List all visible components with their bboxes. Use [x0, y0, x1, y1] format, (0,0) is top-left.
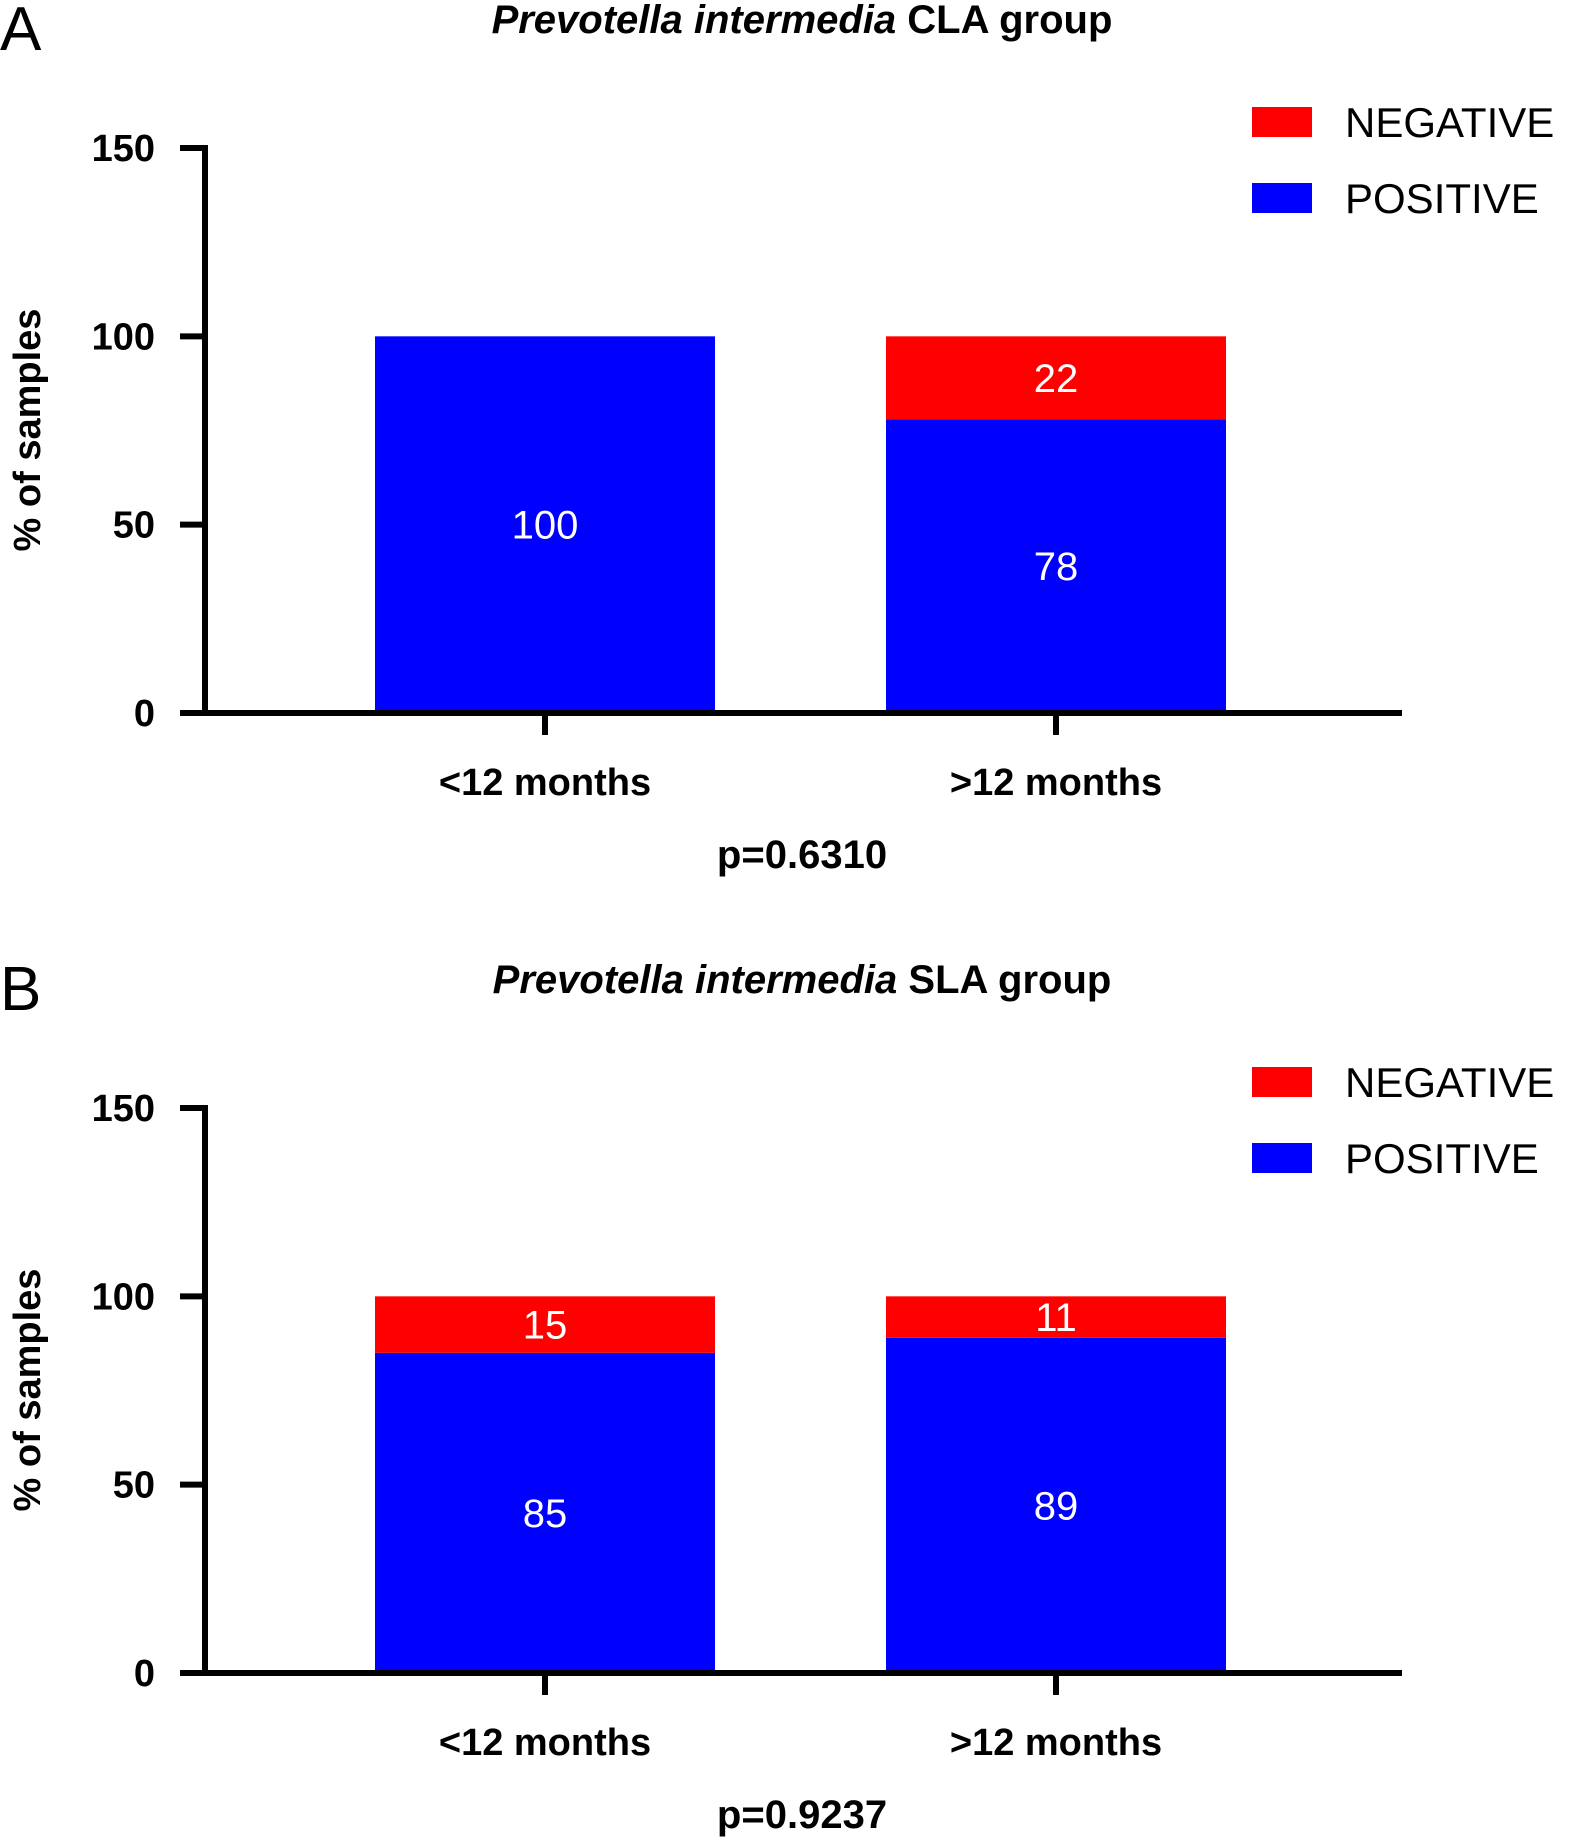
chart-title-species: Prevotella intermedia [493, 958, 898, 1002]
data-label-negative-0: 15 [523, 1304, 568, 1348]
data-label-negative-1: 11 [1035, 1296, 1077, 1340]
legend-swatch-negative [1252, 107, 1312, 137]
legend-label-negative: NEGATIVE [1345, 99, 1554, 146]
data-label-positive-0: 85 [523, 1492, 568, 1536]
bar-positive-0 [375, 1352, 715, 1673]
data-label-positive-1: 89 [1034, 1484, 1079, 1528]
x-tick-label-1: >12 months [950, 762, 1162, 804]
x-tick-label-0: <12 months [439, 1722, 651, 1764]
chart-title-group: SLA group [897, 958, 1111, 1002]
p-value: p=0.9237 [717, 1793, 887, 1837]
chart-title-species: Prevotella intermedia [492, 0, 897, 42]
y-axis-label: % of samples [7, 309, 49, 552]
bar-negative-1 [886, 1296, 1226, 1338]
y-tick-label-150: 150 [92, 128, 155, 170]
y-tick-label-0: 0 [134, 1653, 155, 1695]
legend-swatch-negative [1252, 1067, 1312, 1097]
y-axis-label: % of samples [7, 1269, 49, 1512]
data-label-negative-1: 22 [1034, 357, 1079, 401]
data-label-positive-1: 78 [1034, 545, 1079, 589]
legend-swatch-positive [1252, 183, 1312, 213]
bar-negative-1 [886, 336, 1226, 420]
panel-letter: B [0, 955, 41, 1024]
bar-negative-0 [375, 1296, 715, 1353]
chart-title-group: CLA group [896, 0, 1112, 42]
chart-panel-A: A Prevotella intermedia CLA group 100 78 22 0… [0, 0, 1554, 877]
y-tick-label-100: 100 [92, 1276, 155, 1318]
legend-label-negative: NEGATIVE [1345, 1059, 1554, 1106]
y-tick-label-150: 150 [92, 1088, 155, 1130]
chart-title: Prevotella intermedia CLA group [492, 0, 1113, 42]
data-label-positive-0: 100 [512, 504, 579, 548]
legend-label-positive: POSITIVE [1345, 1135, 1539, 1182]
x-tick-label-0: <12 months [439, 762, 651, 804]
bar-positive-1 [886, 1337, 1226, 1673]
bar-positive-1 [886, 419, 1226, 713]
y-tick-label-0: 0 [134, 693, 155, 735]
x-tick-label-1: >12 months [950, 1722, 1162, 1764]
y-tick-label-50: 50 [113, 505, 155, 547]
legend-swatch-positive [1252, 1143, 1312, 1173]
chart-panel-B: B Prevotella intermedia SLA group 85 15 89 11… [0, 955, 1554, 1837]
y-tick-label-50: 50 [113, 1465, 155, 1507]
chart-title: Prevotella intermedia SLA group [493, 958, 1112, 1002]
panel-letter: A [0, 0, 42, 64]
p-value: p=0.6310 [717, 833, 887, 877]
legend-label-positive: POSITIVE [1345, 175, 1539, 222]
bar-positive-0 [375, 336, 715, 713]
y-tick-label-100: 100 [92, 316, 155, 358]
